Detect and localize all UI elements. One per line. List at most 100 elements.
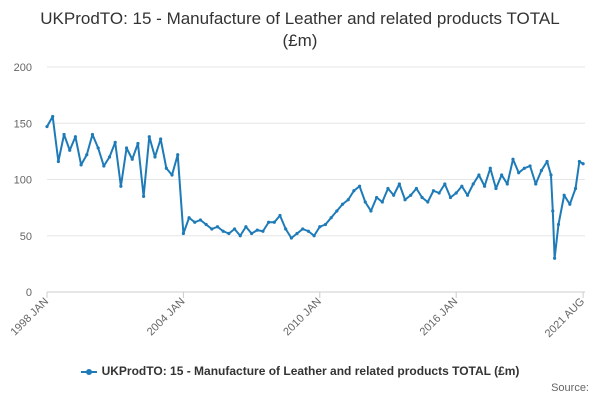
data-point[interactable] bbox=[96, 146, 100, 150]
data-point[interactable] bbox=[79, 163, 83, 167]
data-point[interactable] bbox=[272, 220, 276, 224]
data-point[interactable] bbox=[113, 140, 117, 144]
data-point[interactable] bbox=[460, 184, 464, 188]
data-point[interactable] bbox=[164, 166, 168, 170]
data-point[interactable] bbox=[221, 229, 225, 233]
data-point[interactable] bbox=[443, 182, 447, 186]
data-point[interactable] bbox=[477, 173, 481, 177]
data-point[interactable] bbox=[562, 193, 566, 197]
data-point[interactable] bbox=[85, 153, 89, 157]
data-point[interactable] bbox=[232, 227, 237, 231]
data-point[interactable] bbox=[278, 213, 282, 218]
data-point[interactable] bbox=[119, 184, 123, 188]
data-point[interactable] bbox=[403, 198, 407, 202]
data-point[interactable] bbox=[549, 173, 553, 177]
data-point[interactable] bbox=[329, 216, 333, 220]
data-point[interactable] bbox=[346, 198, 350, 202]
data-point[interactable] bbox=[124, 146, 129, 150]
data-point[interactable] bbox=[284, 227, 288, 231]
data-point[interactable] bbox=[426, 200, 430, 204]
data-point[interactable] bbox=[500, 173, 504, 177]
data-point[interactable] bbox=[312, 234, 316, 238]
data-point[interactable] bbox=[573, 186, 578, 191]
data-point[interactable] bbox=[437, 191, 441, 195]
data-point[interactable] bbox=[431, 189, 436, 193]
data-point[interactable] bbox=[68, 148, 72, 152]
data-point[interactable] bbox=[102, 164, 106, 168]
data-point[interactable] bbox=[56, 159, 60, 164]
data-point[interactable] bbox=[90, 132, 95, 137]
data-point[interactable] bbox=[51, 114, 55, 119]
data-point[interactable] bbox=[318, 225, 322, 229]
data-point[interactable] bbox=[551, 209, 555, 213]
data-point[interactable] bbox=[147, 135, 151, 139]
legend-series-label: UKProdTO: 15 - Manufacture of Leather an… bbox=[101, 364, 520, 378]
data-point[interactable] bbox=[181, 231, 185, 236]
data-point[interactable] bbox=[301, 227, 305, 231]
data-point[interactable] bbox=[306, 229, 311, 233]
data-point[interactable] bbox=[375, 195, 379, 200]
data-point[interactable] bbox=[204, 222, 208, 227]
data-point[interactable] bbox=[488, 166, 492, 170]
data-point[interactable] bbox=[215, 225, 220, 229]
data-point[interactable] bbox=[539, 168, 544, 173]
data-point[interactable] bbox=[244, 225, 248, 229]
data-point[interactable] bbox=[130, 157, 134, 161]
data-point[interactable] bbox=[335, 209, 339, 213]
data-point[interactable] bbox=[392, 193, 396, 197]
data-point[interactable] bbox=[482, 184, 487, 188]
data-point[interactable] bbox=[249, 231, 254, 236]
data-point[interactable] bbox=[363, 200, 367, 204]
data-point[interactable] bbox=[289, 236, 293, 240]
data-point[interactable] bbox=[295, 231, 299, 236]
data-point[interactable] bbox=[553, 256, 557, 260]
data-point[interactable] bbox=[386, 186, 390, 191]
data-point[interactable] bbox=[159, 137, 163, 141]
data-point[interactable] bbox=[369, 209, 373, 213]
data-point[interactable] bbox=[45, 125, 49, 129]
data-point[interactable] bbox=[409, 193, 413, 197]
data-point[interactable] bbox=[357, 184, 362, 188]
data-point[interactable] bbox=[255, 228, 259, 232]
data-point[interactable] bbox=[62, 132, 66, 137]
data-point[interactable] bbox=[471, 182, 475, 186]
data-point[interactable] bbox=[448, 195, 453, 200]
data-point[interactable] bbox=[176, 153, 180, 157]
data-point[interactable] bbox=[454, 191, 458, 195]
data-point[interactable] bbox=[323, 222, 328, 227]
data-point[interactable] bbox=[142, 194, 146, 198]
data-point[interactable] bbox=[261, 229, 265, 233]
data-point[interactable] bbox=[522, 166, 526, 170]
data-point[interactable] bbox=[380, 200, 384, 204]
data-point[interactable] bbox=[505, 182, 509, 186]
data-point[interactable] bbox=[238, 234, 242, 238]
data-point[interactable] bbox=[528, 164, 532, 168]
data-point[interactable] bbox=[340, 202, 345, 206]
data-point[interactable] bbox=[210, 227, 214, 231]
data-point[interactable] bbox=[545, 159, 549, 164]
data-point[interactable] bbox=[153, 155, 157, 159]
data-point[interactable] bbox=[577, 159, 581, 164]
data-point[interactable] bbox=[465, 193, 470, 197]
data-point[interactable] bbox=[414, 186, 418, 191]
legend[interactable]: UKProdTO: 15 - Manufacture of Leather an… bbox=[0, 364, 600, 378]
data-point[interactable] bbox=[73, 135, 78, 139]
data-point[interactable] bbox=[187, 216, 191, 220]
data-point[interactable] bbox=[494, 186, 498, 191]
data-point[interactable] bbox=[352, 189, 356, 193]
data-point[interactable] bbox=[107, 155, 112, 159]
data-point[interactable] bbox=[568, 202, 572, 206]
data-point[interactable] bbox=[517, 171, 521, 175]
data-point[interactable] bbox=[511, 157, 515, 161]
data-point[interactable] bbox=[397, 182, 401, 186]
data-point[interactable] bbox=[534, 182, 538, 186]
data-point[interactable] bbox=[581, 162, 585, 166]
data-point[interactable] bbox=[193, 220, 197, 224]
data-point[interactable] bbox=[170, 173, 174, 177]
data-point[interactable] bbox=[227, 231, 231, 236]
data-point[interactable] bbox=[267, 220, 271, 224]
data-point[interactable] bbox=[556, 222, 561, 227]
data-point[interactable] bbox=[198, 218, 203, 222]
data-point[interactable] bbox=[136, 141, 140, 146]
data-point[interactable] bbox=[420, 195, 424, 200]
